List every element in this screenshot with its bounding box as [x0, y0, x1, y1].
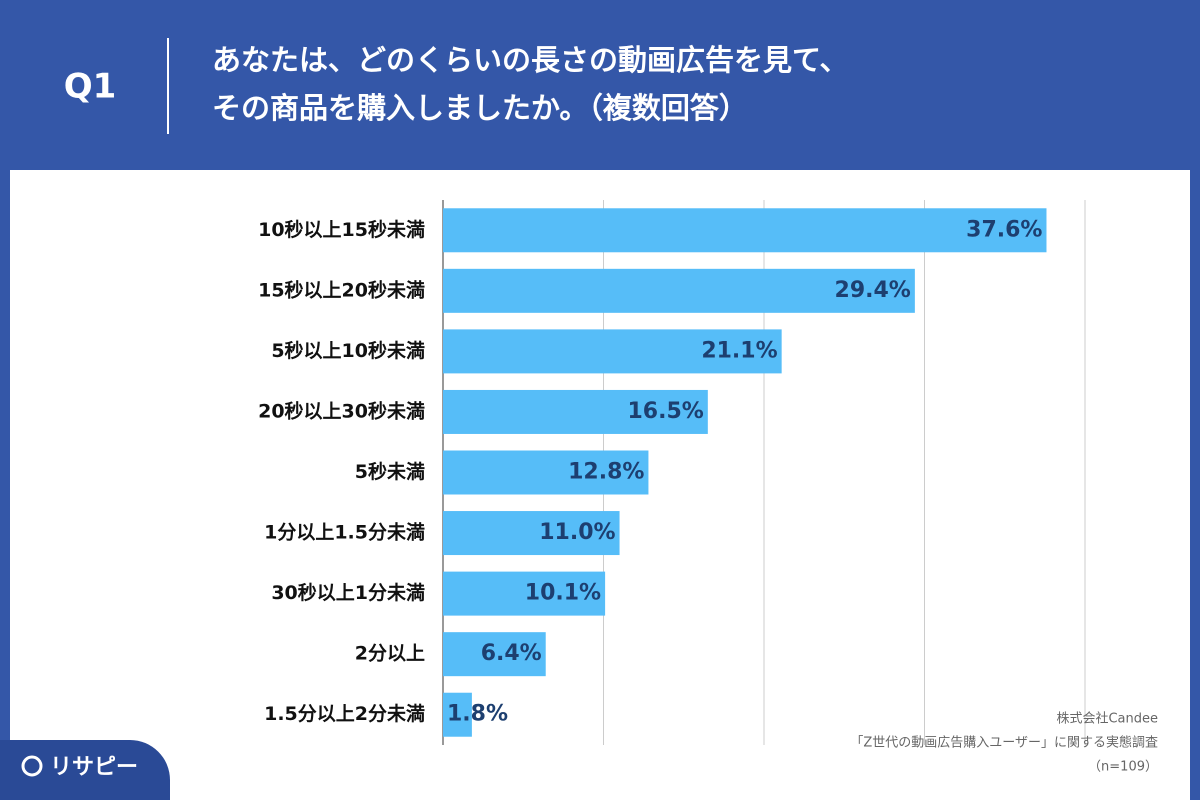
source: 株式会社Candee	[1056, 711, 1158, 727]
value-label: 21.1%	[701, 338, 777, 363]
bar	[443, 268, 915, 313]
y-tick-label: 2分以上	[355, 643, 425, 665]
bar	[443, 208, 1047, 253]
value-label: 29.4%	[835, 278, 911, 303]
value-label: 10.1%	[525, 581, 601, 606]
y-tick-label: 5秒以上10秒未満	[271, 339, 425, 362]
plot: 10秒以上15秒未満 37.6% 15秒以上20秒未満 29.4% 5秒以上10秒未満 2…	[258, 200, 1086, 745]
y-tick-label: 15秒以上20秒未満	[258, 278, 425, 301]
source: （n=109）	[1088, 760, 1158, 775]
bar	[443, 511, 620, 556]
value-label: 1.8%	[447, 702, 508, 727]
logo-badge	[0, 740, 170, 800]
bar	[443, 329, 782, 374]
value-label: 12.8%	[568, 460, 644, 485]
y-tick-label: 10秒以上15秒未満	[258, 218, 425, 241]
bar	[443, 571, 606, 616]
bar	[443, 692, 472, 737]
value-label: 37.6%	[966, 217, 1042, 242]
value-label: 11.0%	[539, 520, 615, 545]
title-line: あなたは、どのくらいの長さの動画広告を見て、	[212, 43, 849, 77]
logo-icon	[21, 755, 43, 777]
source: 「Z世代の動画広告購入ユーザー」に関する実態調査	[850, 735, 1158, 751]
question-label: Q1	[64, 67, 117, 107]
y-tick-label: 1.5分以上2分未満	[264, 702, 425, 725]
bar	[443, 632, 546, 677]
y-tick-label: 30秒以上1分未満	[271, 581, 425, 604]
bar	[443, 389, 708, 434]
logo: リサピー	[50, 755, 138, 780]
bar	[443, 450, 649, 495]
value-label: 16.5%	[627, 399, 703, 424]
y-tick-label: 20秒以上30秒未満	[258, 399, 425, 422]
y-tick-label: 5秒未満	[355, 460, 425, 483]
value-label: 6.4%	[481, 641, 542, 666]
title-line: その商品を購入しましたか。（複数回答）	[212, 91, 748, 125]
y-tick-label: 1分以上1.5分未満	[264, 521, 425, 544]
